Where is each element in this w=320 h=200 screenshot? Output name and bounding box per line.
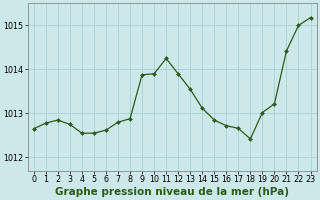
X-axis label: Graphe pression niveau de la mer (hPa): Graphe pression niveau de la mer (hPa) bbox=[55, 187, 289, 197]
